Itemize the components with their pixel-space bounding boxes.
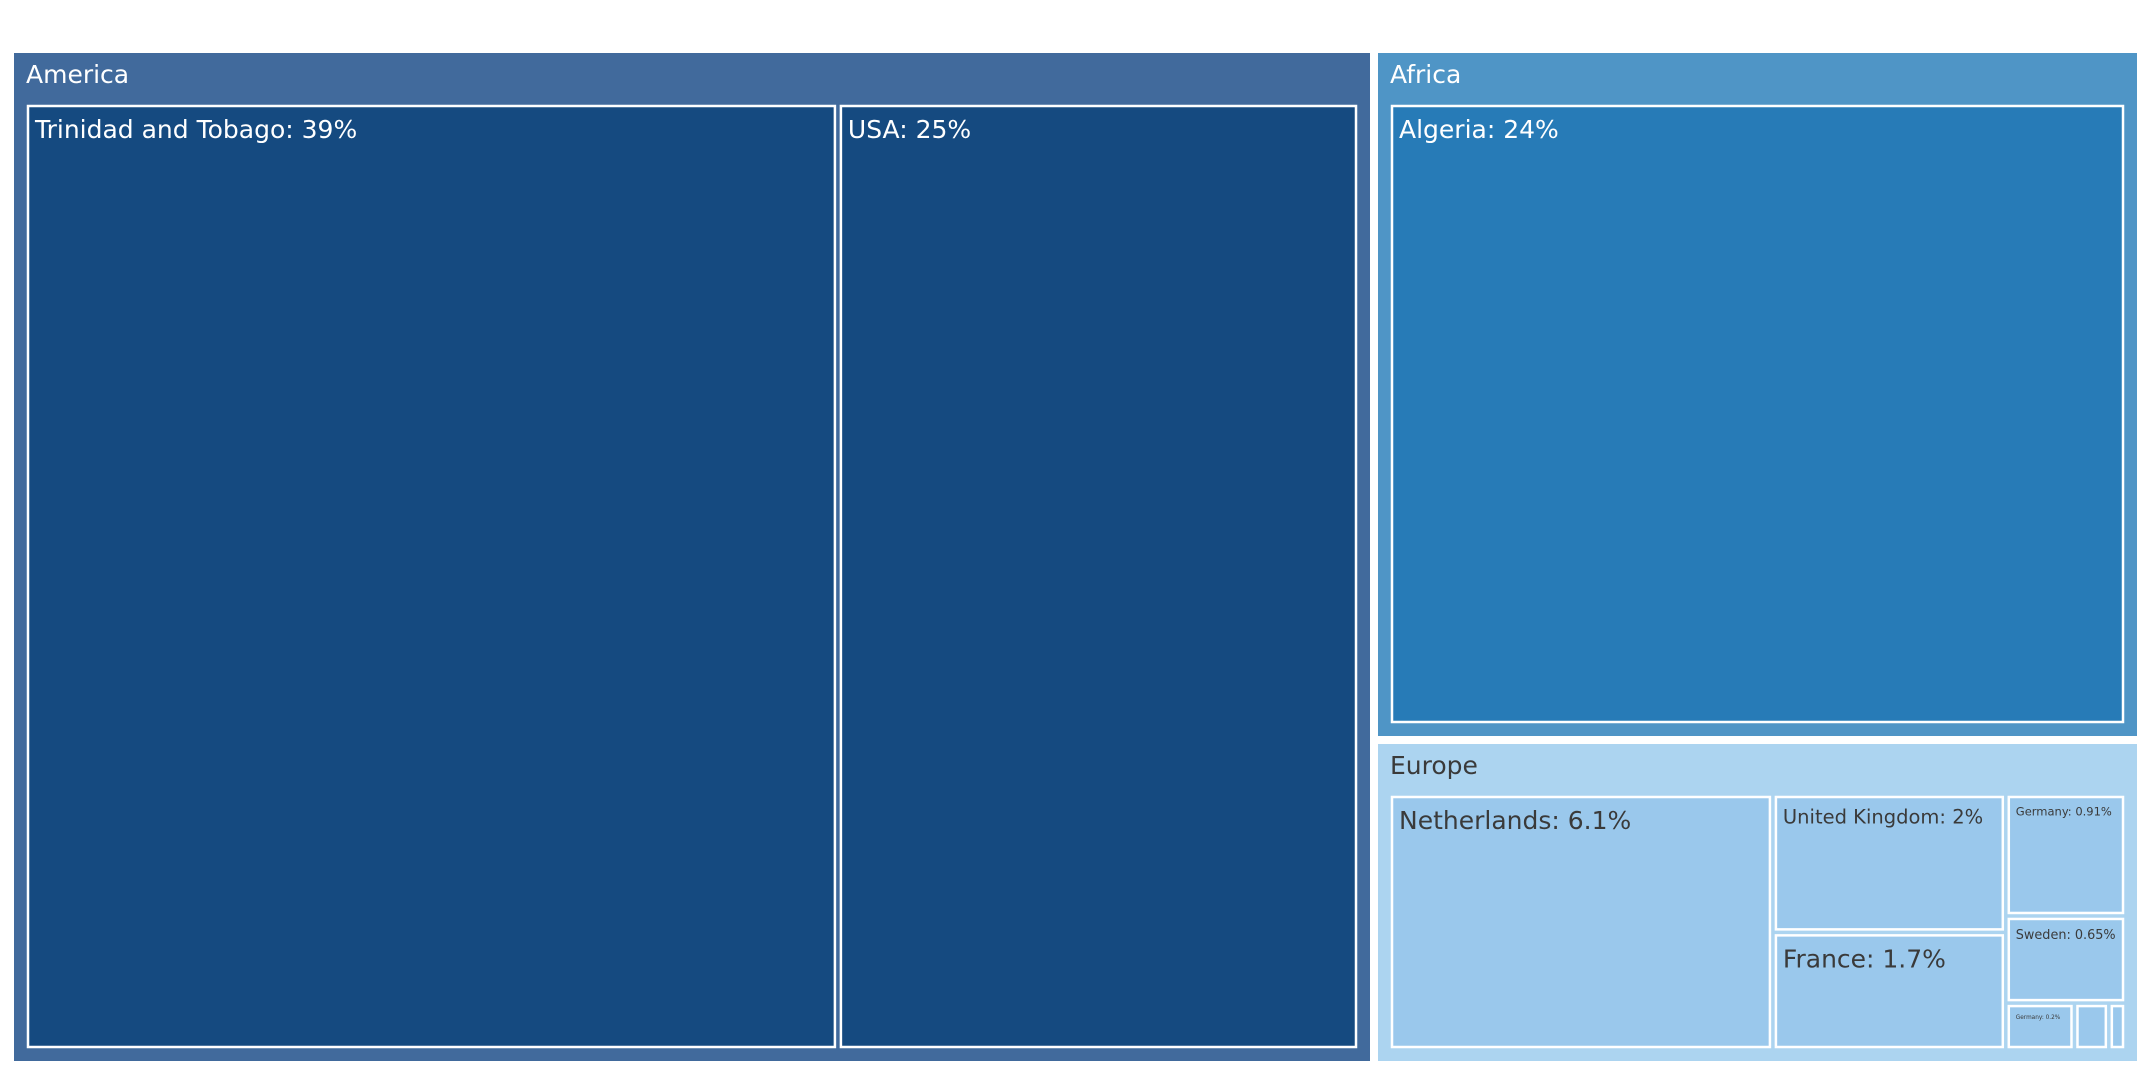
tile-rect [2110,1004,2125,1049]
group-america: America Trinidad and Tobago: 39% USA: 25% [14,53,1370,1061]
group-africa: Africa Algeria: 24% [1378,53,2137,736]
tile-rect [2007,917,2125,1002]
group-europe-label: Europe [1390,751,1478,780]
tile-rect [1774,795,2005,931]
tile-germany-3: Germany: 0.91% [2007,795,2125,915]
tile-trinidad-and-tobago-0: Trinidad and Tobago: 39% [26,104,837,1049]
tile-rect [2076,1004,2108,1049]
tile-label: Germany: 0.2% [2016,1015,2061,1021]
tile-sweden-4: Sweden: 0.65% [2007,917,2125,1002]
tile-label: France: 1.7% [1783,944,1946,973]
tile-rect [839,104,1358,1049]
group-europe: Europe Netherlands: 6.1% United Kingdom: … [1378,744,2137,1061]
group-africa-label: Africa [1390,60,1461,89]
tile-label: Germany: 0.91% [2016,805,2112,819]
tile-label: Trinidad and Tobago: 39% [34,115,357,144]
tile-rect [26,104,837,1049]
tile-item-7 [2110,1004,2125,1049]
tile-rect [2007,1004,2073,1049]
tile-label: Algeria: 24% [1399,115,1559,144]
tile-label: USA: 25% [848,115,971,144]
tile-label: Sweden: 0.65% [2016,928,2116,943]
tile-france-2: France: 1.7% [1774,934,2005,1049]
tile-germany-5: Germany: 0.2% [2007,1004,2073,1049]
tile-algeria-0: Algeria: 24% [1390,104,2125,724]
tile-usa-1: USA: 25% [839,104,1358,1049]
group-america-label: America [26,60,129,89]
tile-label: Netherlands: 6.1% [1399,806,1631,835]
tile-rect [1390,795,1772,1049]
tile-united-kingdom-1: United Kingdom: 2% [1774,795,2005,931]
tile-netherlands-0: Netherlands: 6.1% [1390,795,1772,1049]
tile-rect [1390,104,2125,724]
tile-rect [1774,934,2005,1049]
tile-rect [2007,795,2125,915]
tile-label: United Kingdom: 2% [1783,806,1983,829]
tile-item-6 [2076,1004,2108,1049]
